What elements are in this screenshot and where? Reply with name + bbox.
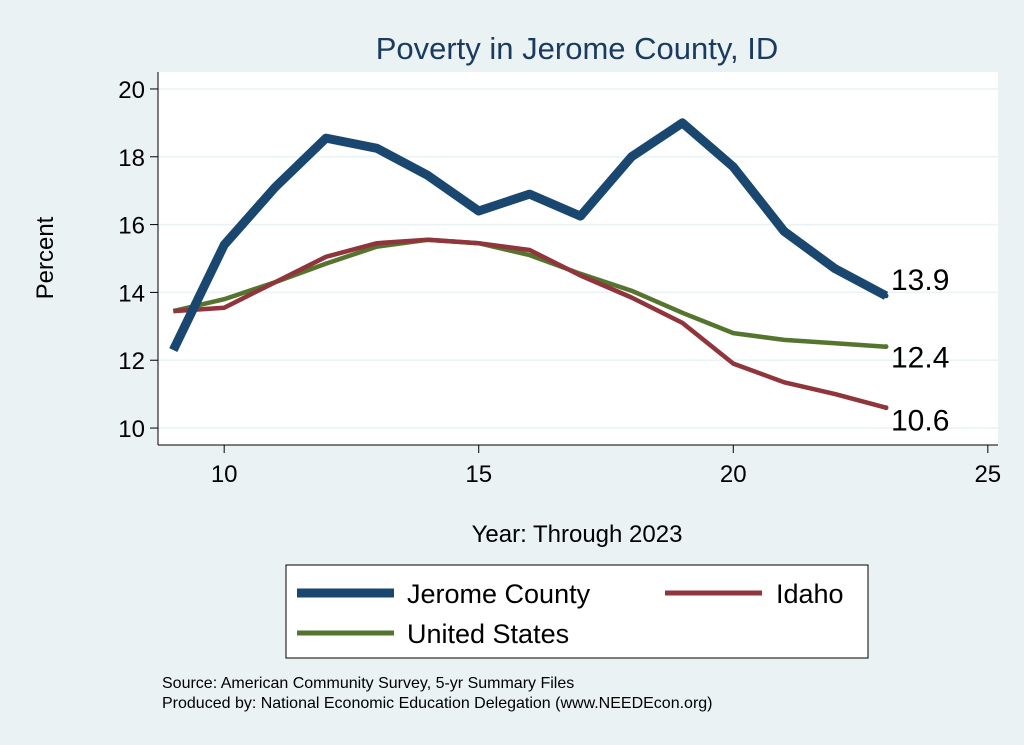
y-tick-label-18: 18	[118, 145, 145, 172]
y-tick-label-12: 12	[118, 348, 145, 375]
source-note: Source: American Community Survey, 5-yr …	[162, 675, 574, 692]
series-line-idaho	[173, 237, 887, 410]
x-tick-label-25: 25	[974, 461, 1001, 488]
end-point-jerome-county	[883, 293, 889, 299]
y-tick-label-16: 16	[118, 213, 145, 240]
x-tick-label-15: 15	[465, 461, 492, 488]
axes: 10 12 14 16 18 20 10 15 20 25	[118, 72, 1001, 488]
y-tick-label-14: 14	[118, 280, 145, 307]
series-lines	[169, 118, 889, 410]
legend-label-jerome-county: Jerome County	[407, 579, 591, 609]
produced-by-note: Produced by: National Economic Education…	[162, 695, 713, 712]
end-label-idaho: 10.6	[891, 405, 949, 438]
plot-area	[158, 72, 998, 445]
end-point-united-states	[883, 344, 889, 350]
legend-label-united-states: United States	[407, 619, 569, 649]
gridlines	[158, 88, 998, 429]
chart-title: Poverty in Jerome County, ID	[376, 31, 779, 66]
legend-label-idaho: Idaho	[776, 579, 844, 609]
y-axis-label: Percent	[32, 216, 59, 299]
x-tick-label-20: 20	[720, 461, 747, 488]
end-label-jerome-county: 13.9	[891, 264, 949, 297]
x-tick-label-10: 10	[211, 461, 238, 488]
legend: Jerome County Idaho United States	[285, 564, 869, 659]
legend-box	[285, 564, 869, 659]
x-axis-label: Year: Through 2023	[472, 521, 683, 548]
y-tick-label-10: 10	[118, 416, 145, 443]
end-labels: 13.9 10.6 12.4	[883, 264, 949, 438]
end-point-idaho	[883, 405, 889, 411]
end-label-united-states: 12.4	[891, 342, 949, 375]
y-tick-label-20: 20	[118, 77, 145, 104]
series-line-jerome-county	[169, 118, 889, 353]
